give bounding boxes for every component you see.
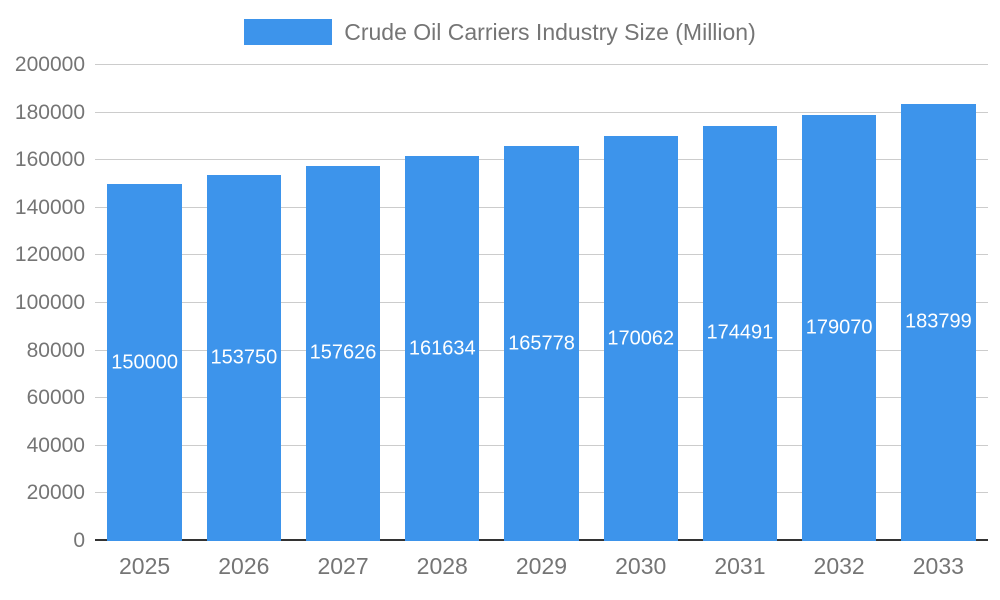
bar-2032[interactable]: 179070 (801, 114, 877, 541)
x-tick-label: 2031 (714, 553, 766, 579)
bar-value-label: 157626 (309, 341, 377, 364)
bar-cell: 157626 (293, 65, 392, 541)
y-tick-label: 160000 (14, 148, 85, 172)
y-tick-label: 20000 (26, 481, 85, 505)
bar-cell: 179070 (790, 65, 889, 541)
y-tick-label: 80000 (26, 338, 85, 362)
bar-value-label: 150000 (111, 351, 178, 373)
bar-2029[interactable]: 165778 (504, 146, 579, 541)
bar-series: 150000 153750 157626 161634 165778 170062 1744… (95, 65, 988, 541)
y-tick-label: 0 (73, 529, 85, 552)
x-tick-label: 2032 (813, 553, 865, 579)
legend-swatch (244, 19, 333, 45)
x-tick-label: 2027 (317, 553, 369, 579)
bar-value-label: 153750 (210, 346, 278, 369)
bar-2030[interactable]: 170062 (603, 136, 678, 541)
bar-2028[interactable]: 161634 (405, 156, 480, 541)
plot-region: 0 20000 40000 60000 80000 100000 120000 140000 1… (0, 53, 1000, 552)
y-tick-label: 200000 (14, 53, 85, 76)
y-tick-label: 180000 (14, 100, 85, 124)
bar-cell: 174491 (690, 65, 789, 541)
plot-area: 150000 153750 157626 161634 165778 170062 1744… (95, 64, 988, 541)
bar-value-label: 161634 (408, 337, 476, 360)
bar-cell: 165778 (492, 65, 591, 541)
bar-value-label: 170062 (607, 327, 675, 350)
y-axis: 0 20000 40000 60000 80000 100000 120000 140000 1… (0, 53, 95, 552)
x-axis: 2025 2026 2027 2028 2029 2030 2031 2032 2033 (95, 541, 988, 580)
x-axis-row: 2025 2026 2027 2028 2029 2030 2031 2032 2033 (0, 541, 988, 580)
y-tick-label: 140000 (14, 195, 85, 219)
x-tick-label: 2026 (218, 553, 270, 579)
bar-2025[interactable]: 150000 (107, 184, 182, 541)
bar-cell: 153750 (194, 65, 293, 541)
legend-label: Crude Oil Carriers Industry Size (Millio… (344, 18, 756, 45)
x-tick-label: 2030 (615, 553, 667, 579)
x-tick-label: 2025 (119, 553, 171, 579)
x-tick-label: 2033 (912, 553, 964, 579)
bar-2031[interactable]: 174491 (702, 125, 778, 541)
bar-value-label: 183799 (904, 310, 972, 333)
bar-value-label: 165778 (508, 332, 575, 355)
bar-cell: 161634 (393, 65, 492, 541)
x-tick-label: 2028 (416, 553, 468, 579)
bar-cell: 183799 (889, 65, 988, 541)
y-tick-label: 40000 (26, 433, 85, 457)
bar-cell: 170062 (591, 65, 690, 541)
bar-2033[interactable]: 183799 (901, 103, 976, 541)
bar-2027[interactable]: 157626 (305, 165, 381, 541)
bar-value-label: 174491 (706, 321, 774, 344)
bar-value-label: 179070 (805, 316, 873, 339)
x-tick-label: 2029 (515, 553, 568, 579)
y-tick-label: 120000 (14, 243, 85, 267)
y-tick-label: 60000 (26, 386, 85, 410)
legend: Crude Oil Carriers Industry Size (Millio… (0, 16, 1000, 48)
bar-2026[interactable]: 153750 (206, 175, 282, 541)
gridline (95, 111, 988, 113)
gridline (95, 64, 988, 65)
y-tick-label: 100000 (14, 291, 85, 314)
bar-cell: 150000 (95, 65, 194, 541)
